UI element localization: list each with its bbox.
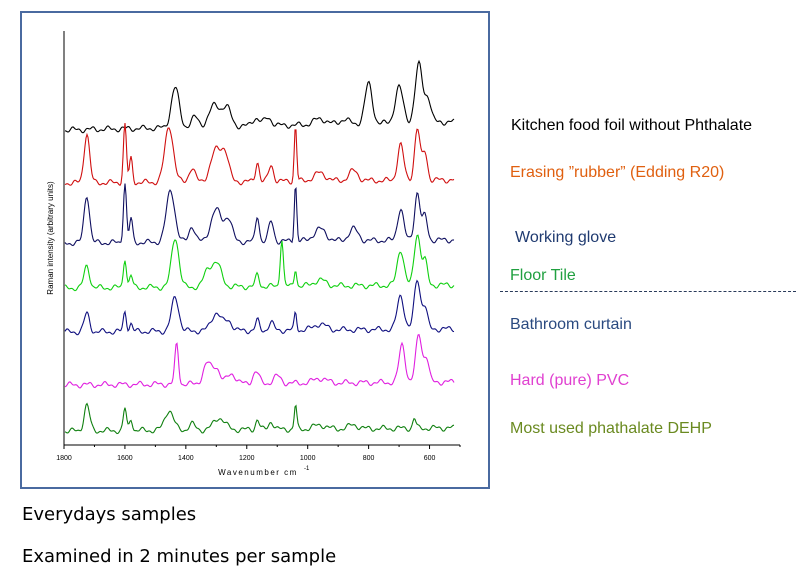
caption-everyday-samples: Everydays samples	[22, 504, 197, 525]
legend-label-working-glove: Working glove	[515, 229, 617, 246]
raman-spectra-chart: 1800 1600 1400 1200 1000 800 600 Wavenumber cm -…	[46, 31, 461, 477]
divider-line	[500, 291, 796, 292]
x-tick-label: 1800	[56, 455, 72, 462]
x-axis-label: Wavenumber cm	[218, 468, 298, 477]
y-axis-label: Raman intensity (arbitrary units)	[46, 181, 55, 295]
legend-label-hard-pvc: Hard (pure) PVC	[510, 372, 630, 389]
caption-examined-time: Examined in 2 minutes per sample	[22, 546, 337, 567]
spectrum-line	[64, 279, 455, 336]
x-tick-label: 1000	[300, 455, 316, 462]
spectrum-line	[64, 402, 455, 435]
legend-label-dehp: Most used phathalate DEHP	[510, 420, 712, 437]
legend-label-kitchen-foil: Kitchen food foil without Phthalate	[511, 117, 753, 134]
legend-label-erasing-rubber: Erasing ”rubber” (Edding R20)	[510, 164, 725, 181]
x-axis-label-superscript: -1	[304, 466, 310, 472]
chart-frame: 1800 1600 1400 1200 1000 800 600 Wavenumber cm -…	[20, 11, 490, 489]
spectrum-line	[64, 123, 455, 187]
x-tick-label: 1400	[178, 455, 194, 462]
spectrum-line	[64, 183, 455, 247]
legend-label-bathroom-curtain: Bathroom curtain	[510, 316, 632, 333]
x-tick-label: 1600	[117, 455, 133, 462]
spectrum-line	[64, 234, 455, 292]
x-tick-label: 600	[424, 455, 436, 462]
x-tick-label: 800	[363, 455, 375, 462]
x-tick-label: 1200	[239, 455, 255, 462]
legend-label-floor-tile: Floor Tile	[510, 267, 576, 284]
spectrum-line	[64, 59, 455, 134]
spectrum-line	[64, 333, 455, 389]
